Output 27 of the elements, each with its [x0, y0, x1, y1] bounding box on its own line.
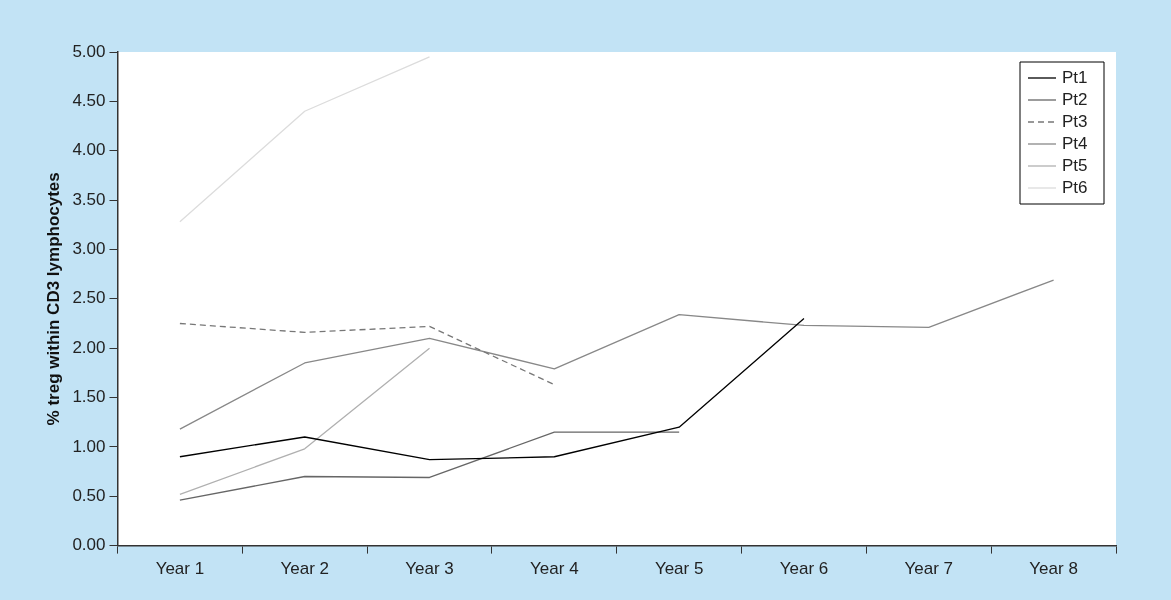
legend-label: Pt3: [1062, 111, 1088, 131]
y-tick-label: 5.00: [72, 41, 106, 61]
y-tick-label: 4.00: [72, 140, 106, 160]
legend-label: Pt6: [1062, 177, 1088, 197]
x-tick-label: Year 5: [654, 559, 704, 579]
x-tick-label: Year 4: [530, 559, 579, 579]
y-tick-label: 2.00: [72, 337, 106, 357]
y-tick-label: 2.50: [72, 288, 106, 308]
legend-label: Pt1: [1062, 67, 1088, 87]
legend-label: Pt4: [1062, 133, 1088, 153]
x-tick-label: Year 7: [904, 559, 954, 579]
x-tick-label: Year 8: [1029, 559, 1078, 579]
x-tick-label: Year 1: [155, 559, 205, 579]
legend-label: Pt2: [1062, 89, 1088, 109]
x-tick-label: Year 2: [280, 559, 329, 579]
y-tick-label: 1.00: [72, 436, 106, 456]
y-tick-label: 4.50: [72, 91, 106, 111]
legend-label: Pt5: [1062, 155, 1088, 175]
line-series: [179, 322, 555, 386]
y-tick-label: 0.00: [72, 535, 106, 555]
y-tick-label: 0.50: [72, 485, 106, 505]
x-tick-label: Year 6: [779, 559, 829, 579]
y-tick-label: 1.50: [72, 387, 106, 407]
x-tick-label: Year 3: [405, 559, 454, 579]
y-tick-label: 3.00: [72, 239, 106, 259]
y-axis-title: % treg within CD3 lymphocytes: [43, 172, 63, 426]
y-tick-label: 3.50: [72, 189, 106, 209]
